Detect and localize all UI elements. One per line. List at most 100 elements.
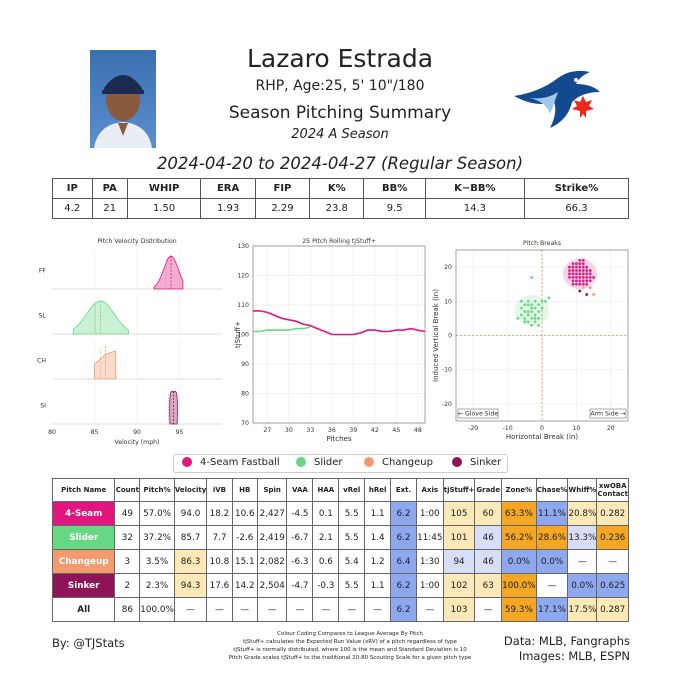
scatter-point (574, 268, 579, 273)
scatter-point (519, 299, 524, 304)
scatter-point (588, 279, 592, 283)
scatter-point (540, 306, 544, 310)
y-tick-label: 130 (237, 243, 249, 250)
scatter-point (533, 320, 537, 324)
table-cell: 0.287 (596, 597, 629, 622)
table-cell: 6.2 (390, 573, 417, 598)
table-cell: 32 (114, 525, 141, 550)
table-cell: — (231, 597, 258, 622)
x-tick-label: 33 (306, 427, 314, 434)
table-cell: 3 (114, 549, 141, 574)
scatter-point (581, 279, 586, 283)
x-tick-label: 95 (176, 429, 184, 436)
table-cell: -2.6 (231, 525, 258, 550)
scatter-point (526, 313, 530, 317)
scatter-point (591, 275, 596, 280)
table-cell: 0.0% (501, 549, 537, 574)
scatter-point (581, 268, 586, 273)
table-cell: — (286, 597, 314, 622)
table-row: 4-Seam 49 57.0% 94.0 18.2 10.6 2,427 -4.5 0.1 5.5… (51, 501, 629, 526)
column-header: Whiff% (567, 478, 598, 502)
table-cell: 6.2 (390, 525, 417, 550)
player-name: Lazaro Estrada (246, 44, 434, 73)
scatter-point (584, 275, 589, 280)
scatter-point (571, 261, 575, 266)
table-cell: 6.2 (390, 597, 417, 622)
scatter-point (581, 258, 586, 263)
pitch-name-cell: Sinker (51, 573, 116, 598)
scatter-point (588, 275, 592, 280)
table-cell: — (535, 573, 569, 598)
table-cell: 17.5% (567, 597, 598, 622)
scatter-point (578, 258, 582, 263)
pitch-legend: 4-Seam Fastball Slider Changeup Sinker (173, 454, 508, 473)
table-cell: 103 (442, 597, 476, 622)
legend-dot (182, 457, 192, 467)
chart-title: 25 Pitch Rolling tjStuff+ (302, 238, 376, 245)
scatter-point (526, 309, 530, 314)
legend-label: Sinker (470, 457, 502, 468)
table-cell: 46 (474, 549, 503, 574)
table-cell: 1:30 (415, 549, 444, 574)
scatter-point (578, 289, 582, 293)
density-ff (153, 255, 184, 290)
table-cell: — (338, 597, 366, 622)
table-cell: 17.6 (206, 573, 233, 598)
scatter-point (571, 275, 575, 280)
column-header: Axis (415, 478, 444, 502)
table-cell: 94.0 (173, 501, 208, 526)
scatter-point (533, 299, 537, 304)
stat-value: 21 (91, 198, 128, 219)
plot-frame (252, 245, 426, 424)
series-line-slider (253, 326, 311, 333)
y-tick-label: 70 (241, 420, 249, 427)
scatter-point (519, 306, 524, 310)
table-cell: — (206, 597, 233, 622)
stat-header: PA (91, 178, 128, 199)
scatter-point (536, 316, 541, 321)
x-tick-label: 20 (607, 425, 615, 432)
x-tick-label: 48 (414, 427, 422, 434)
velocity-distribution-chart: Pitch Velocity Distribution FF SL CH SI 80 85 9… (37, 238, 222, 446)
table-cell: — (474, 597, 503, 622)
scatter-point (578, 272, 582, 276)
table-row: Sinker 2 2.3% 94.3 17.6 14.2 2,504 -4.7 -0.3 5.5 1… (51, 573, 629, 598)
scatter-point (578, 265, 582, 269)
legend-label: 4-Seam Fastball (200, 457, 280, 468)
chart-title: Pitch Breaks (523, 240, 561, 247)
stat-value: 2.29 (254, 198, 311, 219)
scatter-point (533, 313, 537, 317)
table-cell: — (567, 549, 598, 574)
scatter-point (533, 306, 537, 310)
scatter-point (567, 272, 572, 276)
table-cell: 101 (442, 525, 476, 550)
table-cell: 1.1 (364, 501, 392, 526)
scatter-point (588, 272, 592, 276)
scatter-point (533, 316, 537, 321)
column-header: Zone% (501, 478, 537, 502)
scatter-point (523, 320, 527, 324)
scatter-point (591, 292, 596, 297)
scatter-point (584, 265, 589, 269)
table-cell: 2,419 (256, 525, 288, 550)
y-tick-label: 120 (237, 273, 249, 280)
table-cell: 5.5 (338, 573, 366, 598)
scatter-point (574, 279, 579, 283)
table-cell: 18.2 (206, 501, 233, 526)
x-tick-label: 39 (349, 427, 357, 434)
stat-value: 1.93 (200, 198, 256, 219)
table-cell: 0.6 (312, 549, 340, 574)
table-cell: 0.282 (596, 501, 629, 526)
y-tick-label: 90 (241, 361, 249, 368)
table-cell: 1.4 (364, 525, 392, 550)
column-header: Chase% (535, 478, 569, 502)
image-source: Images: MLB, ESPN (518, 649, 630, 663)
table-cell: 0.0% (535, 549, 569, 574)
scatter-point (584, 282, 589, 286)
column-header: Count (114, 478, 141, 502)
scatter-point (571, 268, 575, 273)
x-axis-label: Velocity (mph) (115, 439, 160, 446)
table-cell: -6.3 (286, 549, 314, 574)
scatter-point (540, 299, 544, 304)
charts-area: Pitch Velocity Distribution FF SL CH SI 80 85 9… (37, 238, 629, 446)
